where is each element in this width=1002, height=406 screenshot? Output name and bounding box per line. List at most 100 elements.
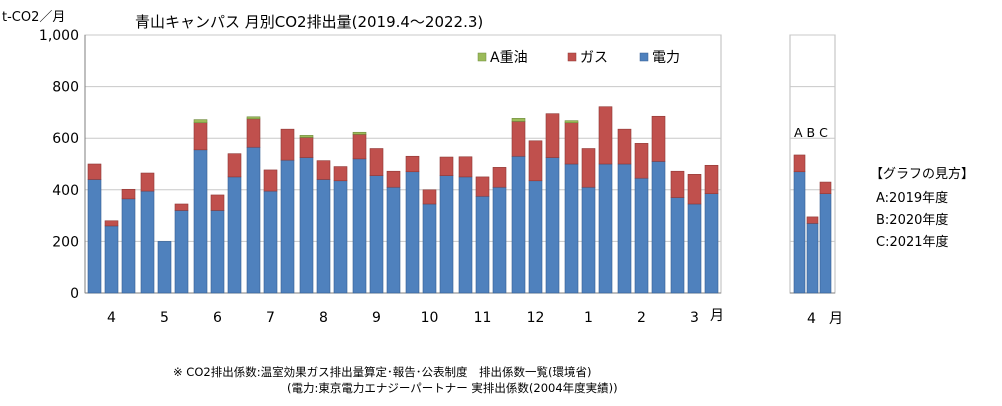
x-unit-label: 月 [710, 308, 724, 324]
main-gridlines [85, 34, 721, 294]
bar-segment [193, 149, 208, 294]
bar-segment [280, 159, 295, 294]
bar-segment [193, 119, 208, 124]
bar-segment [458, 176, 473, 294]
bar-segment [492, 186, 507, 294]
legend-swatch-heavy-oil [477, 52, 487, 62]
bar-segment [475, 176, 490, 197]
bar-segment [598, 163, 613, 294]
bar-segment [280, 128, 295, 161]
bar-segment [819, 181, 832, 194]
bar-segment [511, 121, 526, 157]
y-axis-ticks: 0 200 400 600 800 1,000 [39, 28, 86, 302]
bar-segment [704, 164, 719, 194]
bar-segment [564, 120, 579, 124]
x-tick-label: 12 [527, 310, 545, 326]
main-plot-area [84, 34, 722, 294]
x-tick-label: 2 [637, 310, 646, 326]
bar-segment [121, 198, 136, 294]
bar-segment [598, 106, 613, 165]
guide-title: 【グラフの見方】 [870, 166, 974, 182]
bar-segment [121, 188, 136, 200]
bar-segment [174, 210, 189, 294]
x-tick-label: 1 [584, 310, 593, 326]
bar-segment [386, 170, 401, 188]
legend-label-gas: ガス [580, 50, 608, 66]
bar-segment [299, 137, 314, 158]
bar-segment [227, 153, 242, 178]
guide: 【グラフの見方】 A:2019年度 B:2020年度 C:2021年度 [870, 166, 974, 250]
x-axis-ticks: 4 5 6 7 8 9 10 11 12 1 2 3 [107, 310, 699, 326]
bar-segment [193, 122, 208, 151]
main-bars [87, 106, 719, 294]
bar-segment [422, 189, 437, 205]
bar-segment [352, 158, 367, 294]
y-tick-label: 0 [70, 286, 79, 302]
bar-segment [581, 148, 596, 188]
bar-segment [511, 118, 526, 122]
bar-segment [528, 140, 543, 182]
bar-segment [405, 155, 420, 173]
bar-segment [670, 197, 685, 294]
bar-segment [670, 170, 685, 198]
bar-segment [87, 163, 102, 180]
x-tick-label: 8 [319, 310, 328, 326]
bar-segment [439, 156, 454, 176]
bar-segment [210, 210, 225, 294]
bar-segment [806, 216, 819, 224]
inset-bars [793, 154, 832, 294]
bar-segment [806, 223, 819, 294]
guide-a: A:2019年度 [876, 190, 948, 206]
bar-segment [157, 241, 172, 294]
y-tick-label: 200 [52, 234, 79, 250]
footnote-line-1: ※ CO2排出係数:温室効果ガス排出量算定･報告･公表制度 排出係数一覧(環境省… [173, 365, 592, 379]
chart-title: 青山キャンパス 月別CO2排出量(2019.4～2022.3) [135, 13, 483, 31]
bar-segment [369, 175, 384, 294]
x-tick-label: 6 [213, 310, 222, 326]
y-tick-label: 400 [52, 183, 79, 199]
bar-segment [352, 134, 367, 160]
bar-segment [316, 160, 331, 180]
bar-segment [475, 195, 490, 294]
bar-segment [386, 186, 401, 294]
bar-segment [634, 143, 649, 179]
bar-segment [793, 154, 806, 173]
bar-segment [564, 122, 579, 165]
bar-segment [140, 190, 155, 294]
abc-label: A B C [794, 125, 828, 140]
bar-segment [581, 186, 596, 294]
bar-segment [687, 174, 702, 205]
bar-segment [87, 179, 102, 294]
bar-segment [651, 161, 666, 294]
bar-segment [439, 175, 454, 294]
x-tick-label: 9 [372, 310, 381, 326]
bar-segment [174, 203, 189, 211]
bar-segment [333, 180, 348, 294]
legend-swatch-gas [567, 52, 577, 62]
guide-b: B:2020年度 [876, 212, 948, 228]
bar-segment [210, 194, 225, 211]
bar-segment [422, 203, 437, 294]
bar-segment [492, 167, 507, 188]
bar-segment [704, 193, 719, 294]
x-tick-label: 10 [421, 310, 439, 326]
bar-segment [246, 116, 261, 120]
bar-segment [617, 163, 632, 294]
bar-segment [819, 193, 832, 294]
bar-segment [263, 190, 278, 294]
footnote-line-2: (電力:東京電力エナジーパートナー 実排出係数(2004年度実績)) [287, 381, 618, 395]
bar-segment [104, 225, 119, 294]
inset-x-unit-label: 月 [829, 311, 843, 327]
inset-plot: A B C 4 月 [789, 34, 843, 327]
bar-segment [140, 172, 155, 192]
bar-segment [246, 146, 261, 294]
bar-segment [528, 180, 543, 294]
bar-segment [511, 155, 526, 294]
bar-segment [227, 176, 242, 294]
bar-segment [246, 118, 261, 148]
bar-segment [104, 220, 119, 227]
x-tick-label: 4 [107, 310, 116, 326]
bar-segment [687, 203, 702, 294]
y-tick-label: 800 [52, 80, 79, 96]
